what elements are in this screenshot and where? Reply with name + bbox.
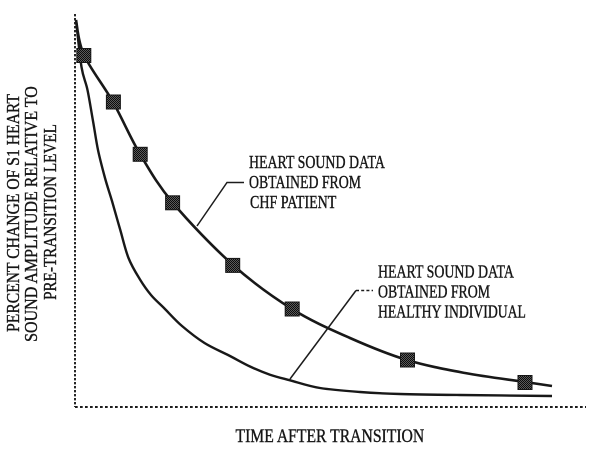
- svg-text:SOUND AMPLITUDE RELATIVE TO: SOUND AMPLITUDE RELATIVE TO: [21, 86, 41, 342]
- svg-text:HEALTHY INDIVIDUAL: HEALTHY INDIVIDUAL: [378, 303, 526, 322]
- svg-text:OBTAINED FROM: OBTAINED FROM: [249, 173, 361, 192]
- svg-text:HEART SOUND DATA: HEART SOUND DATA: [249, 153, 385, 172]
- svg-text:CHF PATIENT: CHF PATIENT: [250, 194, 337, 213]
- svg-text:TIME AFTER TRANSITION: TIME AFTER TRANSITION: [236, 424, 425, 446]
- svg-text:HEART SOUND DATA: HEART SOUND DATA: [378, 263, 514, 282]
- svg-text:PRE-TRANSITION LEVEL: PRE-TRANSITION LEVEL: [40, 124, 61, 300]
- svg-text:PERCENT CHANGE OF S1 HEART: PERCENT CHANGE OF S1 HEART: [3, 93, 23, 332]
- svg-text:OBTAINED FROM: OBTAINED FROM: [378, 283, 490, 302]
